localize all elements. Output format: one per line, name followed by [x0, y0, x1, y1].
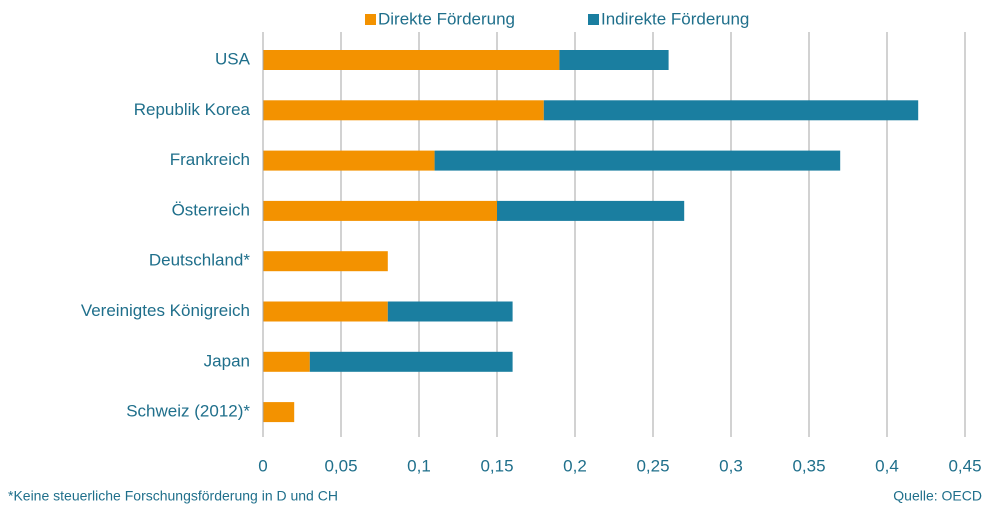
x-tick-label: 0,3: [719, 456, 743, 475]
y-tick-label: Republik Korea: [134, 100, 251, 119]
bar-segment: [434, 150, 841, 171]
bar-segment: [263, 150, 435, 171]
source: Quelle: OECD: [893, 488, 982, 504]
bar-segment: [543, 100, 919, 121]
x-tick-label: 0,4: [875, 456, 899, 475]
y-tick-label: Deutschland*: [149, 251, 251, 270]
bar-segment: [263, 50, 560, 70]
y-tick-label: Schweiz (2012)*: [126, 402, 250, 421]
legend-swatch: [365, 14, 376, 25]
x-tick-label: 0,15: [480, 456, 513, 475]
x-tick-label: 0,1: [407, 456, 431, 475]
y-tick-label: Frankreich: [170, 150, 250, 169]
bar-segment: [263, 351, 310, 372]
y-tick-label: USA: [215, 49, 251, 68]
legend-label: Indirekte Förderung: [601, 9, 749, 28]
footnote: *Keine steuerliche Forschungsförderung i…: [8, 488, 338, 504]
bar-segment: [387, 301, 513, 322]
bar-segment: [559, 50, 669, 70]
y-tick-label: Vereinigtes Königreich: [81, 301, 250, 320]
x-tick-label: 0: [258, 456, 267, 475]
bar-segment: [309, 351, 513, 372]
bar-segment: [263, 100, 544, 121]
legend-swatch: [588, 14, 599, 25]
legend-label: Direkte Förderung: [378, 9, 515, 28]
x-tick-label: 0,35: [792, 456, 825, 475]
bar-segment: [263, 200, 497, 221]
y-tick-label: Österreich: [172, 200, 250, 219]
bar-segment: [263, 301, 388, 322]
bar-segment: [497, 200, 685, 221]
bar-segment: [263, 402, 295, 423]
bar-segment: [263, 251, 388, 272]
y-tick-label: Japan: [204, 351, 250, 370]
x-tick-label: 0,2: [563, 456, 587, 475]
x-tick-label: 0,05: [324, 456, 357, 475]
x-tick-label: 0,45: [948, 456, 981, 475]
x-tick-label: 0,25: [636, 456, 669, 475]
